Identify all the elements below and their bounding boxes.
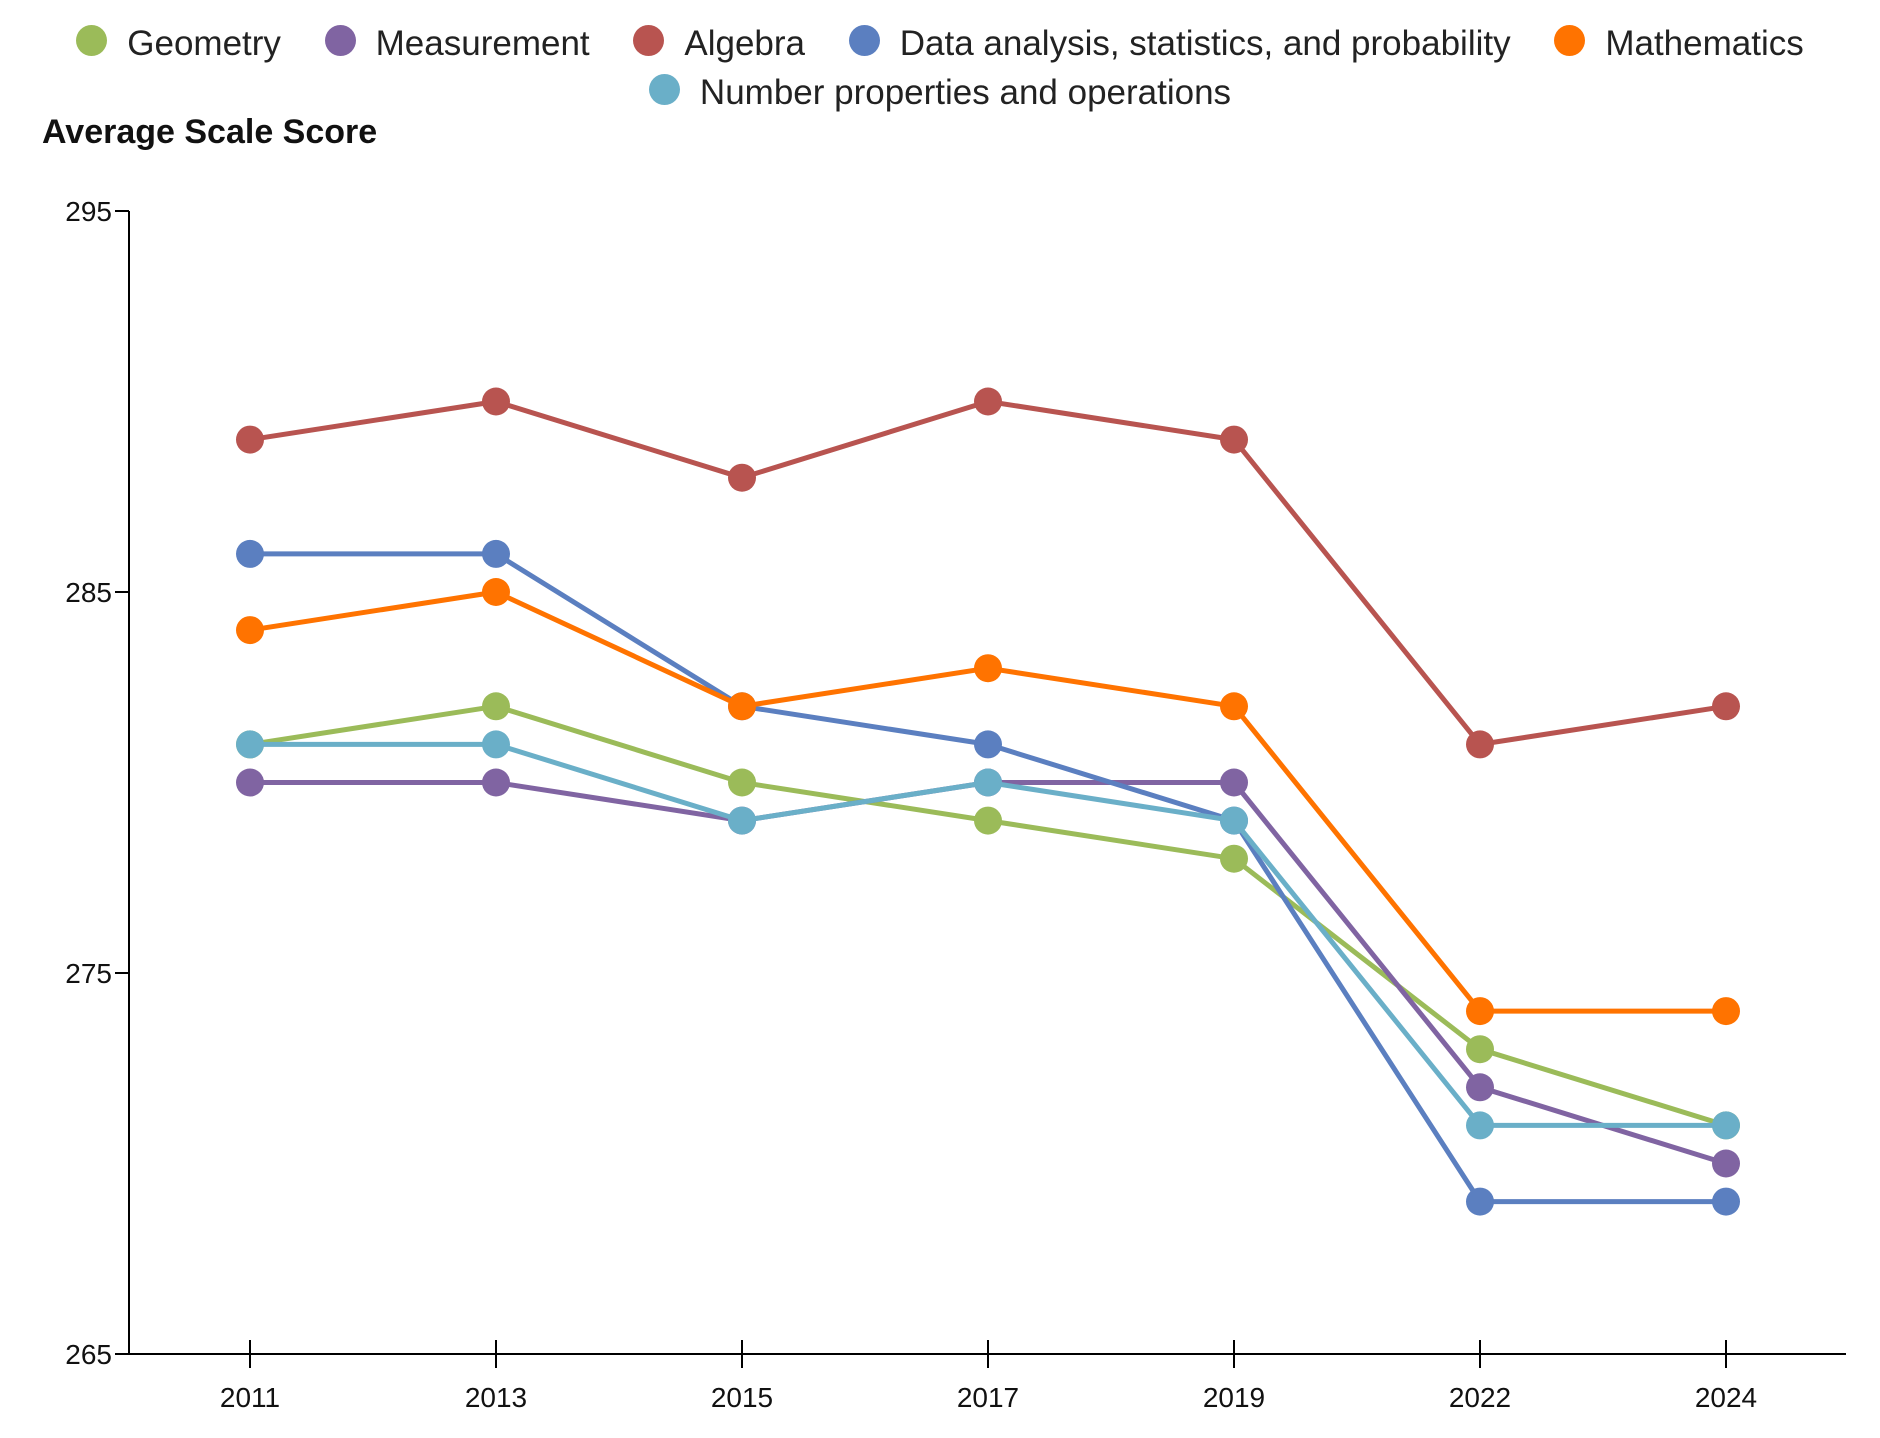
legend-row-1: Geometry Measurement Algebra Data analys…	[0, 18, 1880, 67]
legend-label-geometry: Geometry	[127, 23, 281, 63]
data-point-number-properties-and-operations	[482, 730, 510, 759]
x-tick-label: 2013	[465, 1382, 527, 1413]
data-point-mathematics	[482, 578, 510, 606]
y-tick-label: 285	[65, 577, 112, 608]
series-data-analysis-statistics-and-probability	[236, 539, 1740, 1216]
legend-item-number-properties[interactable]: Number properties and operations	[648, 68, 1232, 116]
data-point-algebra	[1712, 692, 1740, 721]
data-point-algebra	[236, 425, 264, 454]
x-tick-label: 2011	[220, 1382, 280, 1413]
series-line-algebra	[247, 399, 1729, 747]
legend-label-mathematics: Mathematics	[1605, 23, 1804, 63]
data-point-mathematics	[974, 654, 1002, 683]
x-tick-label: 2019	[1203, 1382, 1265, 1413]
data-point-geometry	[482, 692, 510, 721]
legend: Geometry Measurement Algebra Data analys…	[0, 18, 1880, 115]
data-point-number-properties-and-operations	[728, 806, 756, 835]
legend-item-algebra[interactable]: Algebra	[633, 19, 805, 67]
data-point-data-analysis-statistics-and-probability	[1712, 1187, 1740, 1216]
data-point-number-properties-and-operations	[236, 730, 264, 759]
data-point-mathematics	[1466, 997, 1494, 1026]
data-point-geometry	[1220, 844, 1248, 873]
data-point-mathematics	[236, 616, 264, 645]
data-point-data-analysis-statistics-and-probability	[1466, 1187, 1494, 1216]
x-tick-label: 2022	[1449, 1382, 1511, 1413]
data-point-number-properties-and-operations	[974, 768, 1002, 797]
data-point-geometry	[974, 806, 1002, 835]
series-line-data-analysis-statistics-and-probability	[247, 551, 1729, 1205]
legend-label-number-properties: Number properties and operations	[699, 72, 1232, 112]
y-tick-label: 265	[65, 1339, 112, 1370]
data-point-mathematics	[1712, 997, 1740, 1026]
data-point-number-properties-and-operations	[1712, 1111, 1740, 1140]
x-tick-label: 2024	[1695, 1382, 1757, 1413]
data-point-algebra	[1466, 730, 1494, 759]
data-point-measurement	[482, 768, 510, 797]
series-number-properties-and-operations	[236, 730, 1740, 1140]
legend-item-geometry[interactable]: Geometry	[76, 19, 281, 67]
legend-row-2: Number properties and operations	[0, 67, 1880, 116]
data-point-number-properties-and-operations	[1220, 806, 1248, 835]
legend-label-algebra: Algebra	[684, 23, 806, 63]
legend-marker-geometry	[76, 25, 108, 57]
y-tick-label: 295	[65, 196, 112, 227]
legend-marker-algebra	[633, 25, 665, 57]
legend-item-measurement[interactable]: Measurement	[324, 19, 590, 67]
x-tick-label: 2017	[957, 1382, 1019, 1413]
legend-marker-number-properties	[648, 73, 680, 105]
data-point-mathematics	[728, 692, 756, 721]
legend-item-data-analysis[interactable]: Data analysis, statistics, and probabili…	[848, 19, 1511, 67]
series-geometry	[236, 692, 1740, 1140]
legend-label-data-analysis: Data analysis, statistics, and probabili…	[899, 23, 1511, 63]
data-point-measurement	[1220, 768, 1248, 797]
legend-label-measurement: Measurement	[375, 23, 590, 63]
series-layer	[236, 387, 1740, 1216]
series-line-measurement	[247, 780, 1729, 1166]
legend-marker-data-analysis	[848, 25, 880, 57]
data-point-algebra	[728, 463, 756, 492]
data-point-measurement	[236, 768, 264, 797]
data-point-geometry	[728, 768, 756, 797]
series-algebra	[236, 387, 1740, 759]
axes: 265 275 285 295 2011 2013 2015 2017 2019 2022 2024	[65, 196, 1846, 1413]
legend-marker-measurement	[324, 25, 356, 57]
data-point-mathematics	[1220, 692, 1248, 721]
data-point-measurement	[1712, 1149, 1740, 1178]
data-point-algebra	[1220, 425, 1248, 454]
data-point-data-analysis-statistics-and-probability	[974, 730, 1002, 759]
series-line-number-properties-and-operations	[247, 741, 1729, 1128]
data-point-measurement	[1466, 1073, 1494, 1102]
data-point-geometry	[1466, 1035, 1494, 1064]
y-tick-label: 275	[65, 958, 112, 989]
data-point-algebra	[974, 387, 1002, 416]
series-mathematics	[236, 578, 1740, 1026]
data-point-data-analysis-statistics-and-probability	[236, 539, 264, 568]
data-point-algebra	[482, 387, 510, 416]
legend-item-mathematics[interactable]: Mathematics	[1554, 19, 1804, 67]
y-axis-title: Average Scale Score	[42, 113, 378, 151]
data-point-data-analysis-statistics-and-probability	[482, 539, 510, 568]
data-point-number-properties-and-operations	[1466, 1111, 1494, 1140]
x-tick-label: 2015	[711, 1382, 773, 1413]
legend-marker-mathematics	[1554, 25, 1586, 57]
